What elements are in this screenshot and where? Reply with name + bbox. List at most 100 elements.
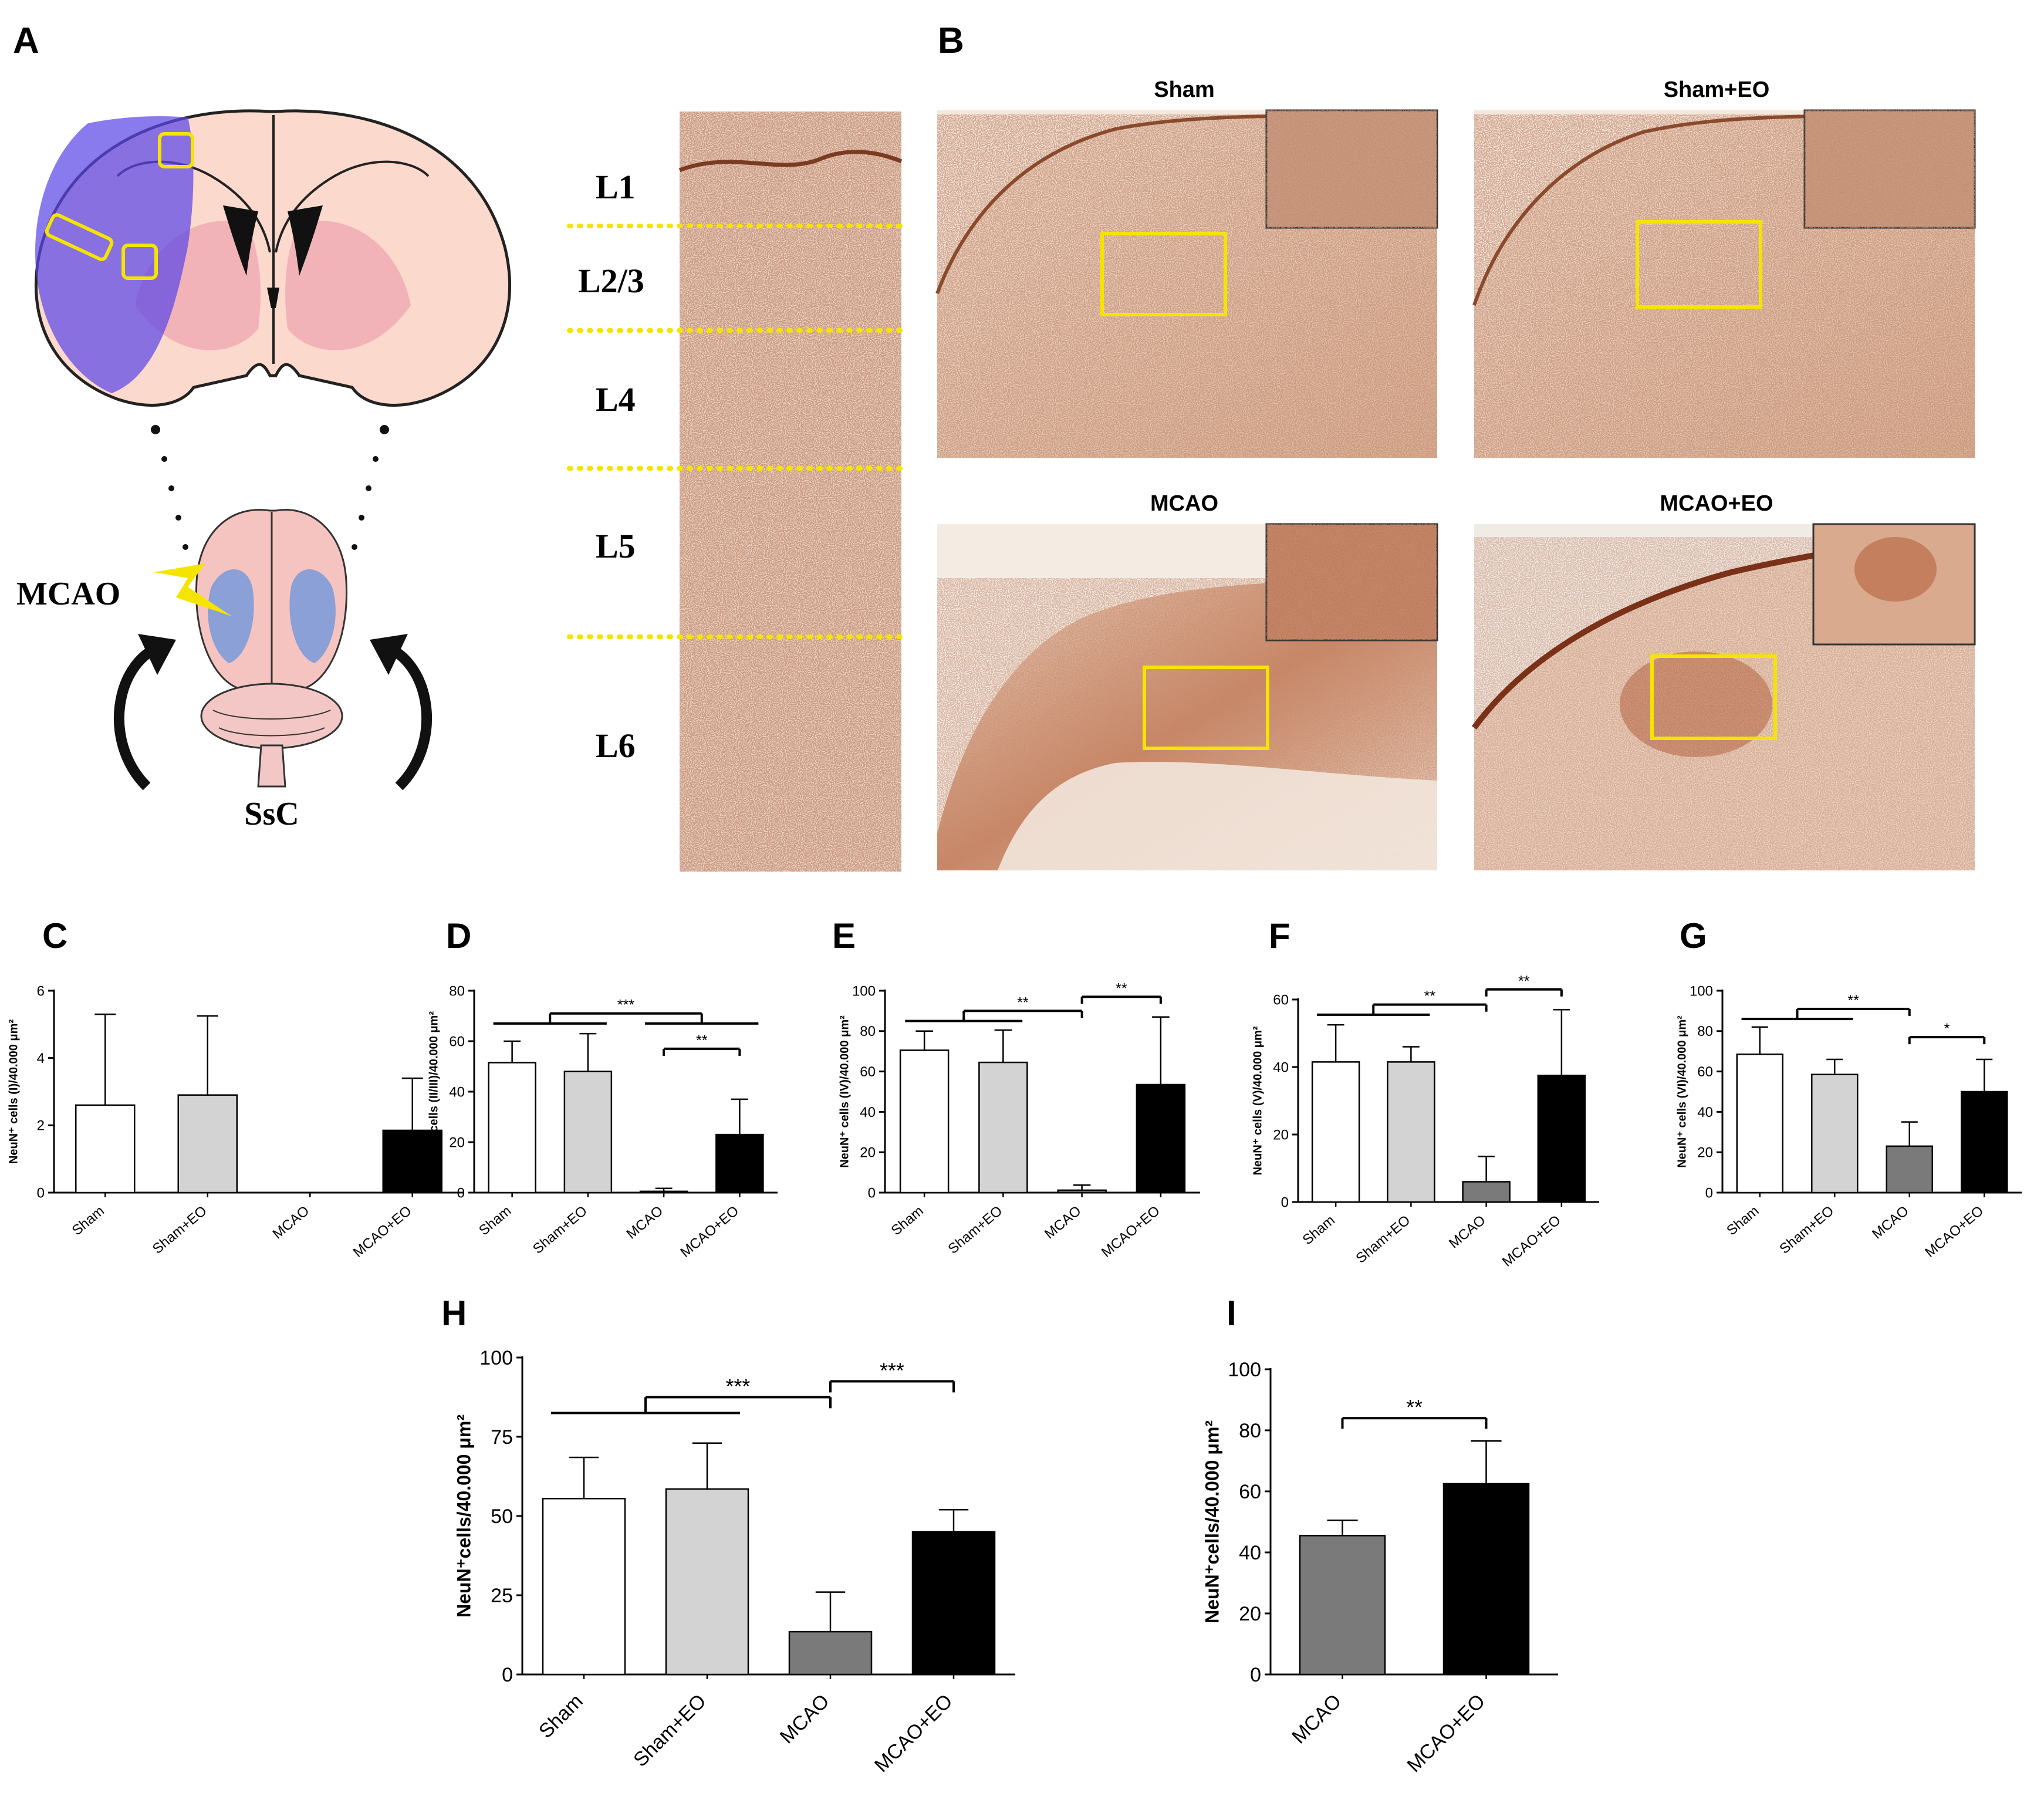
layer-label-l1: L1 — [596, 168, 636, 206]
layer-label-l6: L6 — [596, 727, 636, 765]
y-tick-label: 0 — [868, 1185, 876, 1201]
significance-label: ** — [1017, 994, 1029, 1011]
y-tick-label: 80 — [1697, 1024, 1713, 1039]
chart-e: E 0 20 40 60 80 100 NeuN⁺ cells (IV)/40.000 μm²… — [832, 916, 1200, 1261]
y-tick-label: 60 — [860, 1064, 876, 1080]
panel-label-g: G — [1680, 916, 1707, 955]
x-tick-label-mcao-eo: MCAO+EO — [350, 1203, 415, 1261]
panel-label-f: F — [1269, 916, 1290, 955]
significance-label: ** — [696, 1032, 708, 1049]
ssc-label: SsC — [244, 796, 299, 832]
chart-f: F 0 20 40 60 NeuN⁺ cells (V)/40.000 μm² Sham Sh… — [1252, 916, 1599, 1270]
x-tick-label-mcao-eo: MCAO+EO — [677, 1203, 742, 1261]
panel-a: A — [13, 21, 906, 872]
x-tick-label-sham-eo: Sham+EO — [945, 1203, 1006, 1257]
y-axis-label: NeuN⁺cells/40.000 μm² — [454, 1414, 475, 1618]
significance-label: ** — [1406, 1396, 1423, 1419]
x-tick-label-sham: Sham — [1300, 1213, 1338, 1248]
y-tick-label: 100 — [1228, 1359, 1261, 1381]
bar-mcao — [1299, 1535, 1386, 1676]
bar-sham — [542, 1498, 626, 1676]
y-tick-label: 40 — [1697, 1105, 1713, 1120]
y-tick-label: 60 — [1697, 1064, 1713, 1080]
layer-boundaries — [567, 224, 906, 639]
y-tick-label: 80 — [449, 983, 465, 999]
y-tick-label: 80 — [1239, 1420, 1261, 1442]
x-tick-label-mcao: MCAO — [623, 1203, 666, 1242]
micrograph-title-sham-eo: Sham+EO — [1664, 77, 1770, 102]
x-tick-label-sham-eo: Sham+EO — [1353, 1213, 1414, 1267]
y-tick-label: 100 — [479, 1347, 513, 1369]
significance-label: *** — [617, 997, 635, 1014]
y-tick-label: 20 — [1697, 1145, 1713, 1161]
bar-sham — [488, 1062, 536, 1194]
chart-g: G 0 20 40 60 80 100 NeuN⁺ cells (VI)/40.000 μm²… — [1676, 916, 2022, 1261]
micrograph-title-sham: Sham — [1154, 77, 1214, 102]
bar-sham-eo — [665, 1488, 749, 1676]
y-tick-label: 60 — [449, 1034, 465, 1049]
x-tick-label-mcao: MCAO — [776, 1690, 834, 1748]
bar-sham — [75, 1104, 136, 1194]
micrograph-mcao — [937, 523, 1438, 870]
coronal-section-illustration — [35, 109, 511, 407]
x-tick-label-sham-eo: Sham+EO — [629, 1690, 710, 1771]
micrograph-sham-eo — [1472, 109, 1976, 458]
panel-label-a: A — [13, 21, 39, 61]
bar-mcao — [788, 1630, 873, 1676]
cortical-layers-micrograph — [678, 112, 903, 872]
y-tick-label: 20 — [449, 1135, 465, 1150]
bar-mcao — [1886, 1145, 1933, 1194]
y-tick-label: 20 — [1239, 1603, 1261, 1625]
y-axis-label: NeuN⁺ cells (I)/40.000 μm² — [8, 1019, 21, 1164]
panel-label-c: C — [42, 916, 67, 955]
significance-label: ** — [1424, 988, 1436, 1005]
cortical-layer-labels: L1 L2/3 L4 L5 L6 — [578, 168, 644, 765]
y-tick-label: 40 — [860, 1105, 876, 1120]
y-axis-label: NeuN⁺ cells (VI)/40.000 μm² — [1676, 1015, 1689, 1168]
micrograph-title-mcao: MCAO — [1150, 491, 1218, 516]
y-tick-label: 100 — [852, 983, 876, 999]
bar-mcao-eo — [1442, 1483, 1530, 1676]
projection-lines — [151, 425, 389, 550]
chart-c: C 0 2 4 6 NeuN⁺ cells (I)/40.000 μm² Sham Sham+… — [8, 916, 464, 1261]
x-tick-label-mcao: MCAO — [1446, 1213, 1489, 1252]
bar-sham-eo — [563, 1071, 613, 1194]
micrograph-sham — [935, 109, 1438, 458]
significance-label: ** — [1116, 980, 1127, 997]
y-tick-label: 60 — [1239, 1481, 1261, 1503]
y-tick-label: 60 — [1273, 992, 1289, 1008]
x-tick-label-mcao-eo: MCAO+EO — [1499, 1213, 1564, 1270]
y-tick-label: 75 — [491, 1426, 513, 1449]
y-tick-label: 25 — [491, 1585, 513, 1607]
y-tick-label: 100 — [1690, 983, 1713, 999]
x-tick-label-sham-eo: Sham+EO — [150, 1203, 210, 1257]
layer-label-l5: L5 — [596, 527, 636, 565]
y-tick-label: 2 — [37, 1118, 45, 1134]
panel-label-h: H — [441, 1294, 467, 1333]
x-tick-label-mcao-eo: MCAO+EO — [1922, 1203, 1986, 1261]
bar-mcao-eo — [911, 1531, 996, 1676]
x-tick-label-mcao: MCAO — [270, 1203, 313, 1242]
chart-i: I 0 20 40 60 80 100 NeuN⁺cells/40.000 μm² MCAO MC… — [1202, 1294, 1558, 1777]
bar-sham-eo — [177, 1094, 238, 1194]
y-tick-label: 40 — [1273, 1059, 1289, 1075]
y-tick-label: 50 — [491, 1505, 513, 1528]
x-tick-label-sham: Sham — [1724, 1203, 1762, 1239]
bar-sham-eo — [1811, 1073, 1859, 1194]
significance-label: ** — [1518, 973, 1530, 990]
y-tick-label: 20 — [1273, 1127, 1289, 1143]
x-tick-label-sham: Sham — [535, 1690, 587, 1743]
y-axis-label: NeuN⁺ cells (IV)/40.000 μm² — [839, 1015, 852, 1168]
bar-mcao-eo — [382, 1129, 442, 1194]
bar-mcao-eo — [1961, 1090, 2008, 1194]
y-axis-label: NeuN⁺ cells (V)/40.000 μm² — [1252, 1026, 1265, 1175]
y-tick-label: 6 — [37, 983, 45, 999]
chart-h: H 0 25 50 75 100 NeuN⁺cells/40.000 μm² Sham Sham… — [441, 1294, 1015, 1777]
y-tick-label: 20 — [860, 1145, 876, 1161]
x-tick-label-sham: Sham — [476, 1203, 514, 1239]
bar-mcao — [1462, 1181, 1511, 1203]
y-tick-label: 0 — [37, 1185, 45, 1201]
x-tick-label-sham: Sham — [69, 1203, 107, 1239]
bar-mcao — [1057, 1189, 1107, 1194]
x-tick-label-mcao: MCAO — [1288, 1690, 1346, 1748]
